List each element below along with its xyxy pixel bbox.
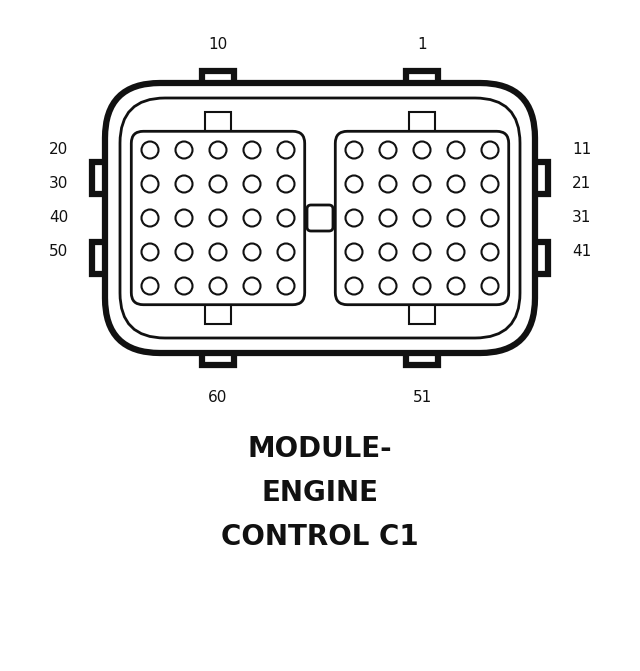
Circle shape <box>209 176 227 193</box>
FancyBboxPatch shape <box>205 112 231 132</box>
Text: 51: 51 <box>412 390 431 405</box>
Text: 40: 40 <box>49 211 68 225</box>
Circle shape <box>141 176 159 193</box>
Circle shape <box>175 244 193 260</box>
Circle shape <box>243 209 260 227</box>
Text: 31: 31 <box>572 211 591 225</box>
Text: 1: 1 <box>417 37 427 52</box>
Circle shape <box>278 142 294 158</box>
FancyBboxPatch shape <box>92 242 116 274</box>
FancyBboxPatch shape <box>406 71 438 95</box>
Circle shape <box>481 142 499 158</box>
Circle shape <box>278 209 294 227</box>
Circle shape <box>175 209 193 227</box>
FancyBboxPatch shape <box>307 205 333 231</box>
Circle shape <box>141 142 159 158</box>
Circle shape <box>346 244 362 260</box>
Circle shape <box>278 278 294 295</box>
Circle shape <box>447 176 465 193</box>
Circle shape <box>141 244 159 260</box>
Text: 20: 20 <box>49 142 68 158</box>
FancyBboxPatch shape <box>335 132 509 305</box>
Circle shape <box>380 244 397 260</box>
Circle shape <box>380 209 397 227</box>
Text: ENGINE: ENGINE <box>262 479 378 507</box>
Circle shape <box>278 244 294 260</box>
Text: MODULE-: MODULE- <box>248 435 392 463</box>
Circle shape <box>346 209 362 227</box>
Circle shape <box>346 176 362 193</box>
Text: CONTROL C1: CONTROL C1 <box>221 523 419 551</box>
Text: 10: 10 <box>209 37 228 52</box>
Circle shape <box>481 176 499 193</box>
Circle shape <box>209 278 227 295</box>
Circle shape <box>380 278 397 295</box>
Circle shape <box>209 142 227 158</box>
Circle shape <box>243 142 260 158</box>
Circle shape <box>141 209 159 227</box>
FancyBboxPatch shape <box>409 304 435 324</box>
Circle shape <box>209 209 227 227</box>
Circle shape <box>243 244 260 260</box>
Circle shape <box>413 176 431 193</box>
Circle shape <box>413 142 431 158</box>
FancyBboxPatch shape <box>105 83 535 353</box>
Text: 41: 41 <box>572 244 591 260</box>
Circle shape <box>447 142 465 158</box>
Circle shape <box>413 244 431 260</box>
Text: 50: 50 <box>49 244 68 260</box>
Circle shape <box>243 278 260 295</box>
Text: 21: 21 <box>572 176 591 191</box>
Text: 30: 30 <box>49 176 68 191</box>
Circle shape <box>413 278 431 295</box>
Circle shape <box>447 244 465 260</box>
Circle shape <box>346 278 362 295</box>
FancyBboxPatch shape <box>524 242 548 274</box>
Circle shape <box>175 176 193 193</box>
Circle shape <box>141 278 159 295</box>
Circle shape <box>243 176 260 193</box>
FancyBboxPatch shape <box>131 132 305 305</box>
Text: 60: 60 <box>208 390 228 405</box>
FancyBboxPatch shape <box>524 162 548 194</box>
Circle shape <box>175 278 193 295</box>
FancyBboxPatch shape <box>202 341 234 365</box>
Circle shape <box>346 142 362 158</box>
Circle shape <box>380 142 397 158</box>
FancyBboxPatch shape <box>205 304 231 324</box>
Circle shape <box>447 278 465 295</box>
FancyBboxPatch shape <box>406 341 438 365</box>
FancyBboxPatch shape <box>92 162 116 194</box>
Circle shape <box>481 278 499 295</box>
Circle shape <box>481 244 499 260</box>
Circle shape <box>413 209 431 227</box>
Circle shape <box>278 176 294 193</box>
Text: 11: 11 <box>572 142 591 158</box>
FancyBboxPatch shape <box>202 71 234 95</box>
Circle shape <box>481 209 499 227</box>
Circle shape <box>380 176 397 193</box>
FancyBboxPatch shape <box>409 112 435 132</box>
Circle shape <box>447 209 465 227</box>
Circle shape <box>209 244 227 260</box>
Circle shape <box>175 142 193 158</box>
